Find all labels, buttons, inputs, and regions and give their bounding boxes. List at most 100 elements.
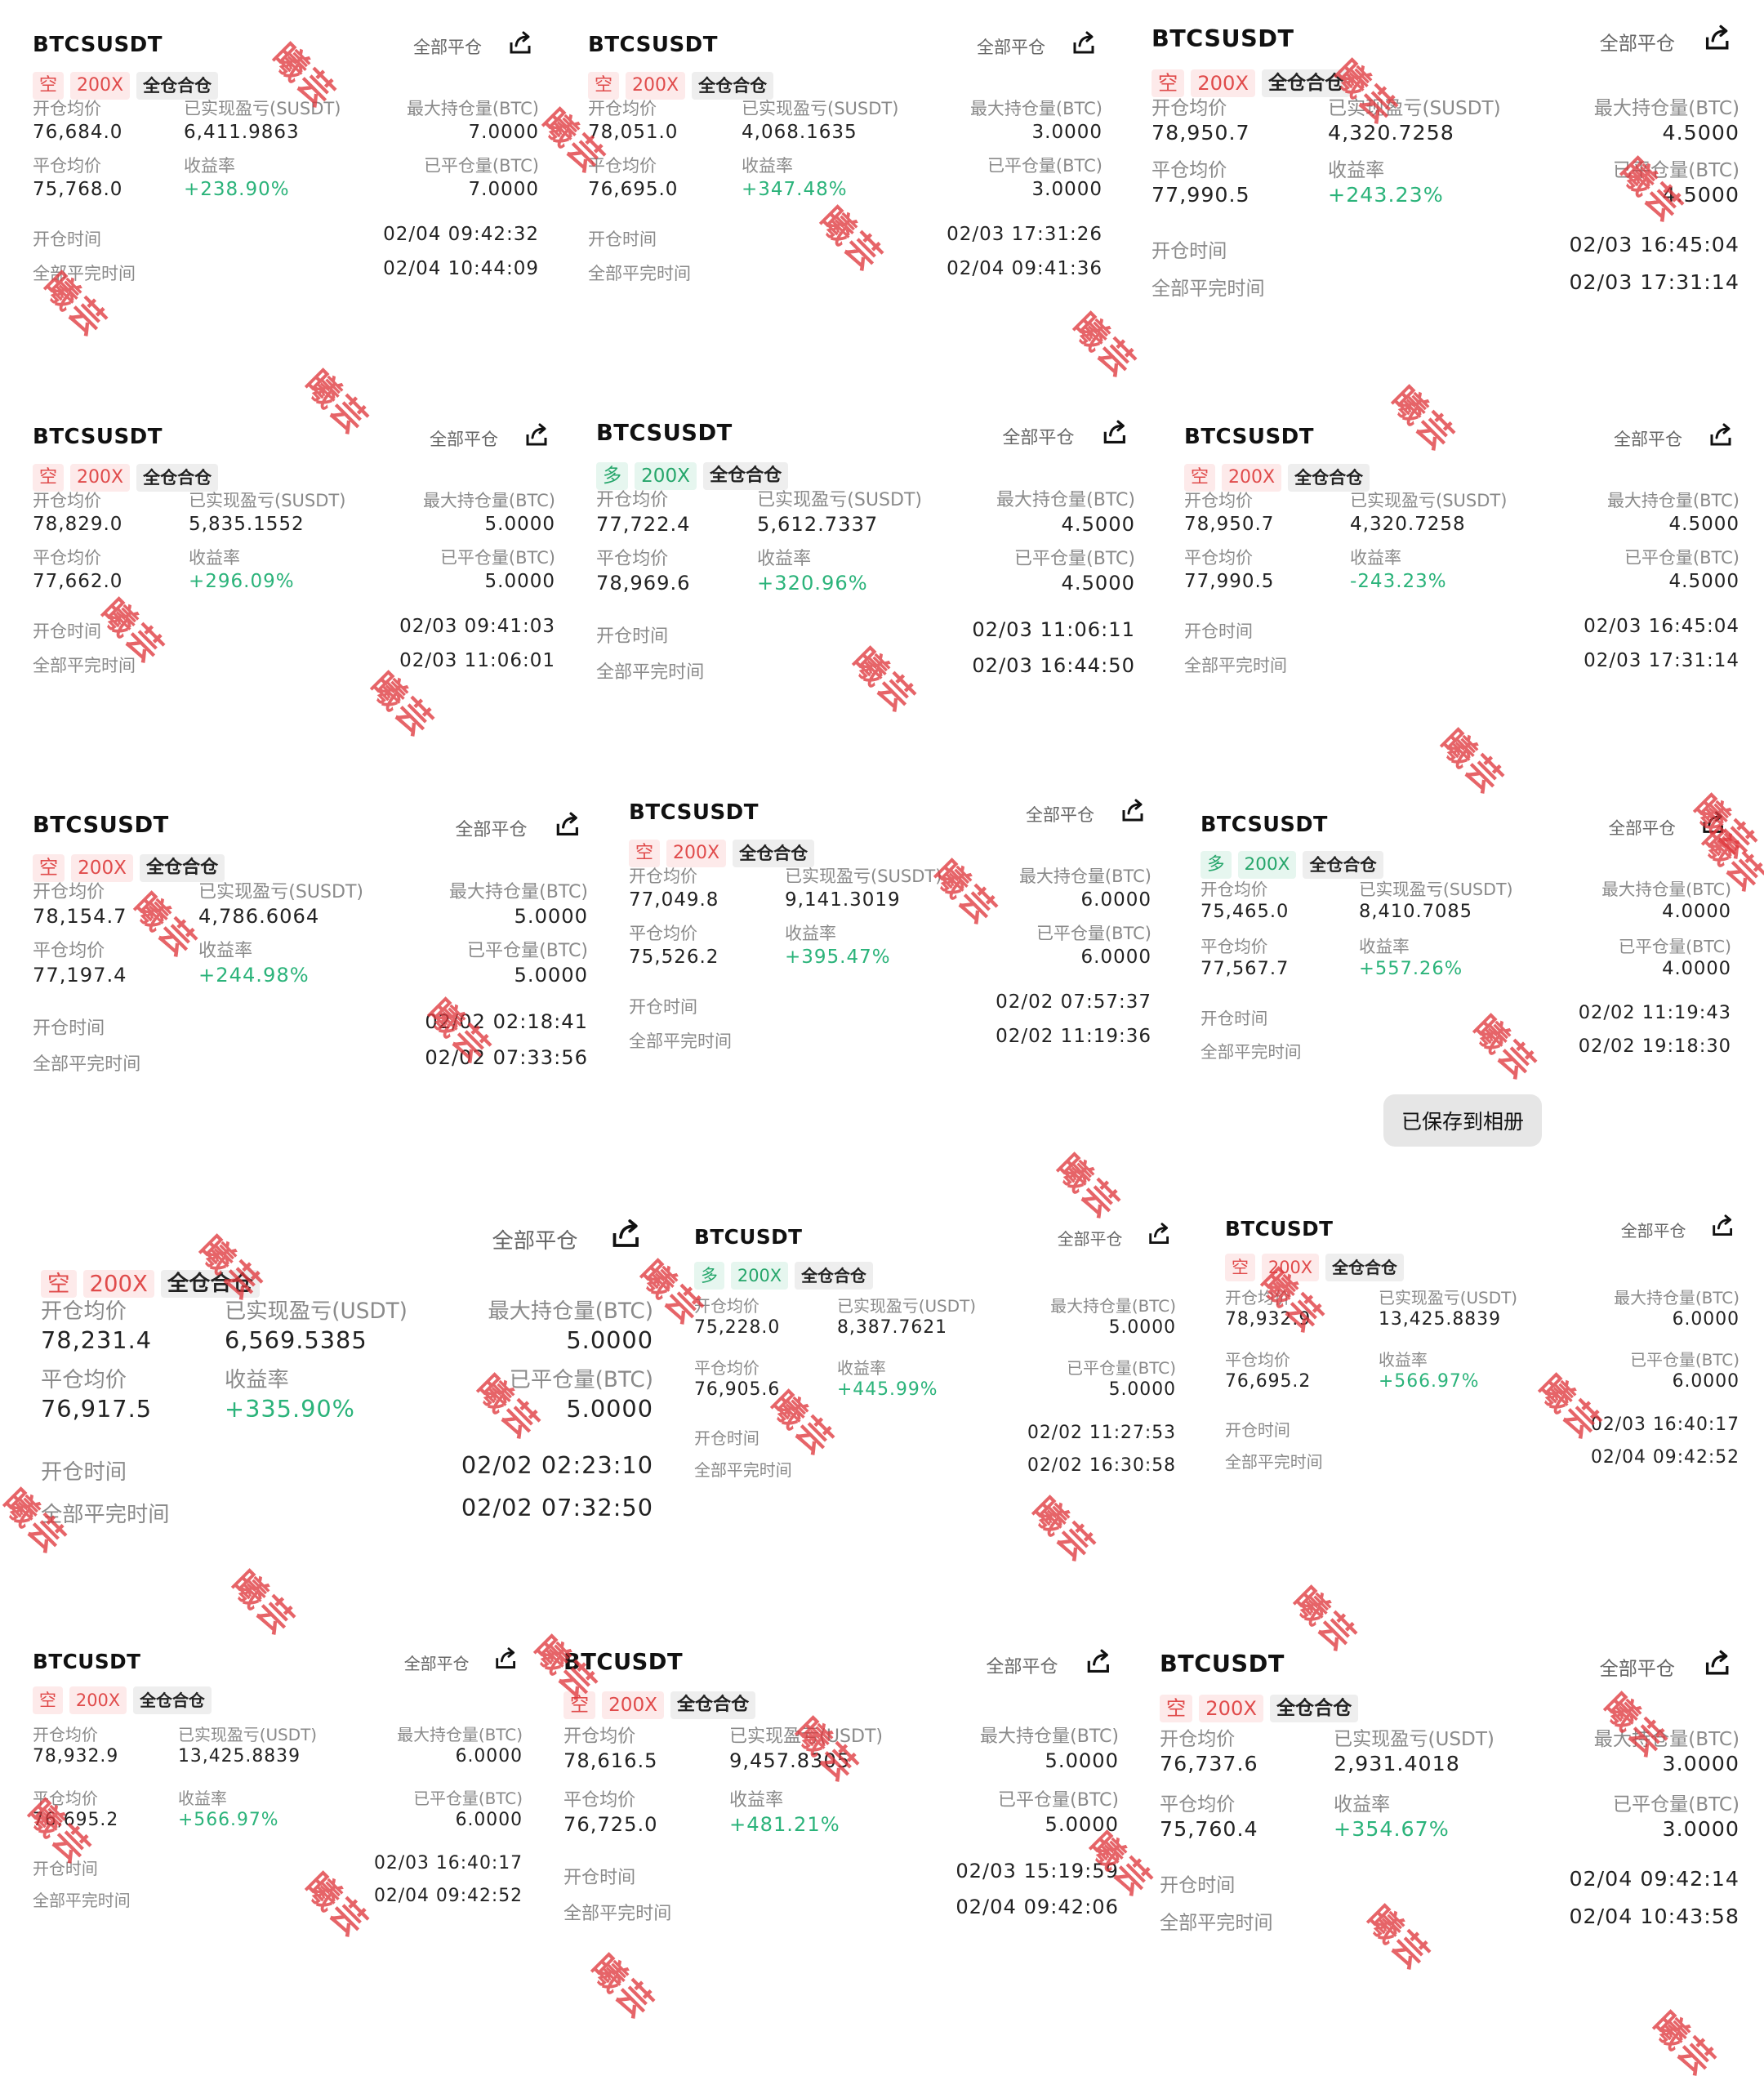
leverage-badge: 200X	[635, 462, 697, 491]
symbol-title: BTCSUSDT	[629, 800, 759, 825]
close-time-value: 02/04 10:43:58	[1569, 1904, 1740, 1928]
close-avg-value: 76,695.2	[33, 1810, 119, 1831]
closed-qty-label: 已平仓量(BTC)	[423, 156, 539, 176]
share-icon[interactable]	[1100, 418, 1129, 448]
close-all-button[interactable]: 全部平仓	[430, 430, 498, 449]
close-time-value: 02/03 11:06:01	[399, 650, 555, 671]
closed-qty-label: 已平仓量(BTC)	[1624, 548, 1740, 568]
share-icon[interactable]	[1702, 1648, 1732, 1678]
open-avg-value: 77,049.8	[629, 889, 719, 911]
symbol-title: BTCSUSDT	[33, 425, 163, 449]
close-time-label: 全部平完时间	[1160, 1913, 1273, 1935]
position-history-card: BTCSUSDT 全部平仓空 200X 全仓合仓 开仓均价 78,154.7 已实现盈亏(S…	[16, 796, 604, 1164]
roi-label: 收益率	[742, 156, 793, 176]
close-time-value: 02/04 09:42:06	[956, 1896, 1119, 1919]
close-all-button[interactable]: 全部平仓	[986, 1657, 1058, 1678]
share-icon[interactable]	[1699, 809, 1726, 836]
close-all-button[interactable]: 全部平仓	[1614, 430, 1682, 449]
roi-value: +395.47%	[785, 947, 891, 968]
realized-pnl-value: 5,612.7337	[757, 512, 879, 536]
position-history-card: BTCUSDT 全部平仓空 200X 全仓合仓 开仓均价 78,932.9 已实现盈亏(US…	[16, 1633, 539, 2034]
close-time-label: 全部平完时间	[629, 1031, 732, 1051]
direction-badge: 多	[1200, 850, 1232, 879]
share-icon[interactable]	[1119, 797, 1147, 825]
open-time-label: 开仓时间	[1160, 1875, 1236, 1896]
margin-mode-badge: 全仓合仓	[670, 1691, 756, 1720]
close-avg-value: 76,917.5	[41, 1395, 153, 1423]
closed-qty-label: 已平仓量(BTC)	[439, 548, 555, 568]
share-icon[interactable]	[608, 1217, 644, 1252]
open-avg-label: 开仓均价	[33, 491, 101, 510]
margin-mode-badge: 全仓合仓	[1261, 69, 1351, 97]
close-all-button[interactable]: 全部平仓	[403, 1653, 470, 1673]
share-icon[interactable]	[1702, 23, 1732, 53]
close-time-value: 02/02 11:19:36	[996, 1026, 1152, 1047]
open-avg-value: 78,829.0	[33, 514, 123, 535]
open-time-value: 02/03 15:19:59	[956, 1860, 1119, 1883]
close-avg-label: 平仓均价	[1160, 1794, 1236, 1815]
share-icon[interactable]	[506, 29, 534, 57]
close-all-button[interactable]: 全部平仓	[1620, 1220, 1686, 1241]
open-time-label: 开仓时间	[33, 621, 101, 641]
max-position-label: 最大持仓量(BTC)	[996, 490, 1135, 510]
open-time-label: 开仓时间	[694, 1428, 760, 1448]
closed-qty-label: 已平仓量(BTC)	[987, 156, 1102, 176]
position-tags: 空 200X 全仓合仓	[33, 464, 219, 492]
leverage-badge: 200X	[602, 1691, 664, 1720]
roi-label: 收益率	[198, 941, 253, 961]
realized-pnl-value: 4,068.1635	[742, 122, 858, 143]
close-avg-value: 75,768.0	[33, 179, 123, 200]
close-all-button[interactable]: 全部平仓	[1002, 428, 1075, 449]
share-icon[interactable]	[1084, 1647, 1113, 1677]
max-position-value: 6.0000	[1080, 889, 1152, 911]
roi-label: 收益率	[1328, 160, 1385, 181]
close-all-button[interactable]: 全部平仓	[455, 820, 528, 841]
open-avg-value: 78,051.0	[588, 122, 679, 143]
close-time-label: 全部平完时间	[1152, 278, 1265, 301]
leverage-badge: 200X	[71, 854, 133, 883]
close-all-button[interactable]: 全部平仓	[977, 38, 1045, 57]
symbol-title: BTCSUSDT	[33, 813, 169, 838]
realized-pnl-value: 8,410.7085	[1359, 901, 1473, 923]
close-avg-label: 平仓均价	[596, 549, 669, 569]
share-icon[interactable]	[523, 421, 550, 449]
roi-value: -243.23%	[1350, 571, 1447, 592]
close-all-button[interactable]: 全部平仓	[1608, 818, 1676, 838]
direction-badge: 空	[629, 840, 661, 867]
close-all-button[interactable]: 全部平仓	[1026, 805, 1094, 825]
close-time-label: 全部平完时间	[694, 1460, 792, 1481]
share-icon[interactable]	[1146, 1221, 1172, 1247]
close-avg-value: 77,990.5	[1152, 183, 1250, 207]
direction-badge: 空	[1225, 1253, 1255, 1281]
close-all-button[interactable]: 全部平仓	[1057, 1228, 1123, 1249]
close-time-value: 02/02 07:32:50	[461, 1494, 653, 1522]
position-tags: 多 200X 全仓合仓	[694, 1261, 873, 1290]
closed-qty-label: 已平仓量(BTC)	[1630, 1350, 1740, 1370]
margin-mode-badge: 全仓合仓	[1325, 1253, 1404, 1281]
open-avg-label: 开仓均价	[694, 1296, 760, 1316]
close-time-value: 02/02 16:30:58	[1027, 1455, 1176, 1476]
share-icon[interactable]	[1070, 29, 1098, 57]
realized-pnl-label: 已实现盈亏(SUSDT)	[785, 867, 942, 886]
close-all-button[interactable]: 全部平仓	[413, 38, 482, 57]
close-all-button[interactable]: 全部平仓	[492, 1228, 578, 1254]
closed-qty-value: 3.0000	[1662, 1817, 1740, 1842]
position-history-card: BTCUSDT 全部平仓空 200X 全仓合仓 开仓均价 76,737.6 已实现盈亏(US…	[1143, 1633, 1756, 2042]
symbol-title: BTCUSDT	[1225, 1217, 1334, 1241]
roi-label: 收益率	[729, 1790, 784, 1811]
close-avg-value: 77,197.4	[33, 963, 127, 987]
share-icon[interactable]	[492, 1646, 519, 1672]
margin-mode-badge: 全仓合仓	[133, 1686, 212, 1714]
closed-qty-value: 4.5000	[1668, 571, 1740, 592]
share-icon[interactable]	[1709, 1213, 1735, 1239]
margin-mode-badge: 全仓合仓	[795, 1261, 873, 1290]
closed-qty-value: 7.0000	[468, 179, 539, 200]
share-icon[interactable]	[1707, 421, 1735, 449]
roi-value: +238.90%	[184, 179, 290, 200]
close-all-button[interactable]: 全部平仓	[1599, 33, 1675, 56]
leverage-badge: 200X	[82, 1270, 154, 1298]
close-all-button[interactable]: 全部平仓	[1599, 1659, 1675, 1681]
max-position-label: 最大持仓量(BTC)	[397, 1725, 523, 1744]
direction-badge: 多	[694, 1261, 724, 1290]
share-icon[interactable]	[553, 810, 582, 840]
